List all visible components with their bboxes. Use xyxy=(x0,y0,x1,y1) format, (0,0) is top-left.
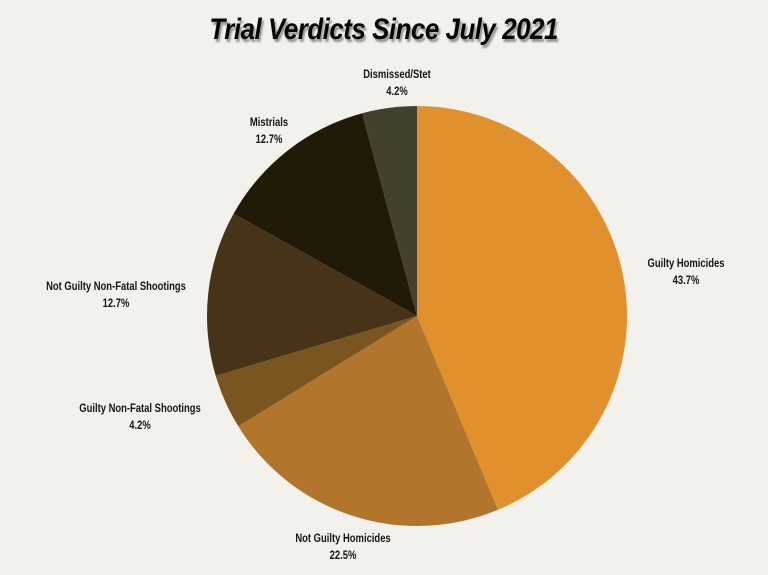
pie-slice-guilty-non-fatal-shootings xyxy=(215,316,417,427)
slice-label-percent: 22.5% xyxy=(329,550,357,562)
slice-label-percent: 43.7% xyxy=(672,275,700,287)
slice-label-guilty-homicides: Guilty Homicides 43.7% xyxy=(647,256,724,290)
slice-label-dismissed-stet: Dismissed/Stet 4.2% xyxy=(363,67,431,101)
slice-label-percent: 12.7% xyxy=(102,298,130,310)
chart-title: Trial Verdicts Since July 2021 xyxy=(0,13,768,47)
slice-label-name: Mistrials xyxy=(249,117,289,129)
slice-label-not-guilty-homicides: Not Guilty Homicides 22.5% xyxy=(295,531,390,565)
pie-slice-not-guilty-non-fatal-shootings xyxy=(206,213,417,376)
slice-label-name: Not Guilty Homicides xyxy=(295,533,391,545)
slice-label-name: Guilty Homicides xyxy=(647,258,725,270)
slice-label-percent: 4.2% xyxy=(386,86,408,98)
pie-slice-dismissed-stet xyxy=(362,106,417,316)
pie-slice-guilty-homicides xyxy=(417,106,627,510)
slice-label-guilty-non-fatal-shootings: Guilty Non-Fatal Shootings 4.2% xyxy=(79,401,201,435)
slice-label-name: Dismissed/Stet xyxy=(363,69,431,81)
pie-slice-not-guilty-homicides xyxy=(238,316,498,526)
chart-title-text: Trial Verdicts Since July 2021 xyxy=(209,13,559,46)
slice-label-mistrials: Mistrials 12.7% xyxy=(250,115,288,149)
slice-label-name: Guilty Non-Fatal Shootings xyxy=(79,403,201,415)
slice-label-percent: 12.7% xyxy=(255,134,283,146)
slice-label-name: Not Guilty Non-Fatal Shootings xyxy=(46,281,186,293)
slice-label-percent: 4.2% xyxy=(129,420,151,432)
slice-label-not-guilty-non-fatal-shootings: Not Guilty Non-Fatal Shootings 12.7% xyxy=(46,279,186,313)
pie-slice-mistrials xyxy=(233,113,417,317)
